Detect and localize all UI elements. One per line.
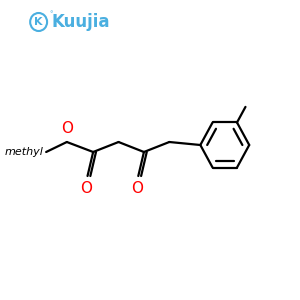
Text: Kuujia: Kuujia bbox=[52, 13, 110, 31]
Text: K: K bbox=[34, 17, 43, 27]
Text: methyl: methyl bbox=[4, 147, 43, 157]
Text: °: ° bbox=[49, 11, 52, 17]
Text: O: O bbox=[131, 181, 143, 196]
Text: O: O bbox=[81, 181, 93, 196]
Text: O: O bbox=[61, 121, 73, 136]
